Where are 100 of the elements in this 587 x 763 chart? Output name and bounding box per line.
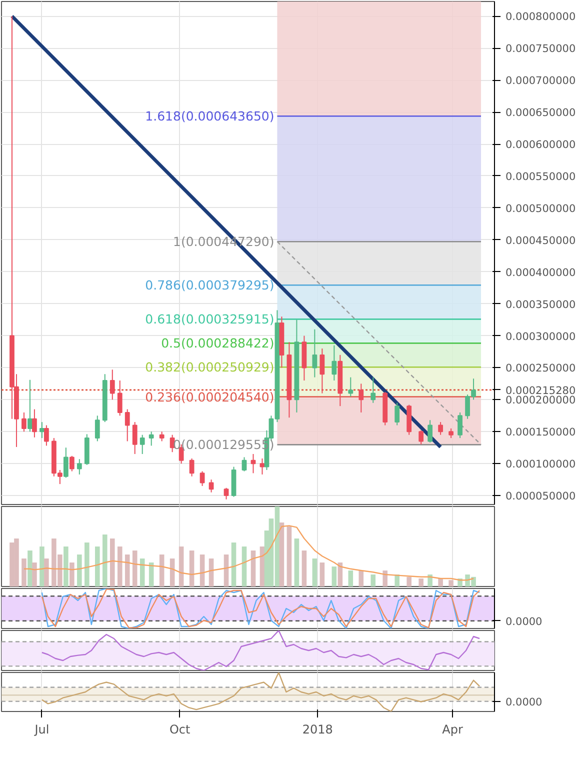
candlestick [348, 376, 354, 397]
y-tick-label: 0.000200000 [506, 394, 576, 407]
candlestick [22, 412, 26, 432]
candlestick [458, 412, 462, 439]
candlestick [63, 447, 68, 478]
ref-line-label: 0.5(0.000288422) [161, 336, 274, 351]
bar [302, 550, 307, 586]
candlestick [110, 369, 115, 400]
ref-line-label: 0.786(0.000379295) [145, 278, 274, 293]
candlestick [40, 422, 44, 439]
y-tick-label: 0.000500000 [506, 202, 576, 215]
candlestick [332, 344, 337, 382]
candlestick [94, 415, 100, 442]
bar [294, 538, 300, 586]
ref-line-label: 0.382(0.000250929) [145, 360, 274, 375]
bar [286, 526, 292, 586]
bar [208, 558, 214, 586]
candlestick [312, 328, 318, 378]
bar [40, 546, 44, 586]
candlestick [44, 424, 49, 446]
x-tick-label: Oct [169, 722, 190, 736]
candlestick [32, 408, 37, 438]
y-tick-label: 0.000800000 [506, 11, 576, 24]
y-tick-label: 0.000150000 [506, 426, 576, 439]
candlestick [28, 379, 32, 432]
bar [370, 574, 376, 586]
bar [64, 546, 68, 586]
candlestick [438, 422, 444, 436]
bar [140, 558, 145, 586]
ref-line-label: 1.618(0.000643650) [145, 108, 274, 124]
bar [132, 550, 138, 586]
y-tick-label: 0.000050000 [506, 490, 576, 503]
bar [438, 578, 443, 586]
bar [428, 574, 432, 586]
candlestick [224, 487, 229, 500]
bar [320, 562, 325, 586]
candlestick [370, 376, 376, 404]
bar [32, 562, 37, 586]
candlestick [394, 402, 400, 426]
y-tick-label: 0.000350000 [506, 298, 576, 311]
text: 0.0000 [506, 696, 542, 708]
y-tick-label: 0.000100000 [506, 458, 576, 471]
candlestick [242, 456, 247, 472]
bar [224, 554, 229, 586]
candlestick [76, 458, 82, 475]
bar [28, 550, 32, 586]
bar [189, 550, 194, 586]
candlestick [428, 420, 433, 444]
candlestick [448, 428, 454, 439]
candlestick [200, 470, 205, 486]
candlestick [250, 454, 256, 474]
ref-line-label: 0.000215280 [506, 384, 576, 397]
x-tick-label: 2018 [302, 722, 333, 736]
x-tick-label: Jul [34, 722, 50, 736]
y-tick-label: 0.000300000 [506, 330, 576, 343]
y-tick-label: 0.000550000 [506, 170, 576, 183]
candlestick [418, 430, 424, 445]
bar [95, 546, 100, 586]
bar [170, 558, 175, 586]
bar [178, 546, 184, 586]
bar [242, 546, 247, 586]
y-tick-label: 0.000750000 [506, 43, 576, 56]
y-tick-label: 0.000450000 [506, 234, 576, 247]
candlestick [260, 458, 265, 475]
bar [70, 562, 74, 586]
bar [250, 550, 256, 586]
ref-line-label: 0.236(0.000204540) [145, 389, 274, 404]
candlestick [140, 434, 145, 455]
candlestick [320, 348, 325, 394]
candlestick [132, 422, 138, 455]
candlestick [69, 455, 74, 472]
bar [312, 558, 318, 586]
bar [84, 542, 90, 586]
bar [231, 542, 236, 586]
bar [124, 554, 130, 586]
candlestick [124, 408, 130, 442]
bar [406, 576, 412, 586]
y-tick-label: 0.000700000 [506, 75, 576, 88]
bar [382, 570, 388, 586]
y-tick-label: 0.000650000 [506, 107, 576, 120]
bar [22, 558, 26, 586]
y-tick-label: 0.000250000 [506, 362, 576, 375]
y-tick-label: 0.000600000 [506, 139, 576, 152]
ref-line-label: 0.618(0.000325915) [145, 312, 274, 327]
text: 0.0000 [506, 616, 542, 628]
candlestick [148, 431, 154, 446]
candlestick [189, 458, 194, 477]
bar [260, 546, 265, 586]
bar [110, 538, 115, 586]
bar [332, 566, 337, 586]
bar [200, 554, 205, 586]
candlestick [358, 383, 364, 413]
x-tick-label: Apr [442, 722, 463, 736]
candlestick [117, 380, 122, 416]
bar [159, 554, 164, 586]
bar [358, 570, 364, 586]
y-tick-label: 0.000400000 [506, 266, 576, 279]
bar [102, 534, 108, 586]
bar [44, 558, 49, 586]
candlestick [159, 431, 164, 442]
